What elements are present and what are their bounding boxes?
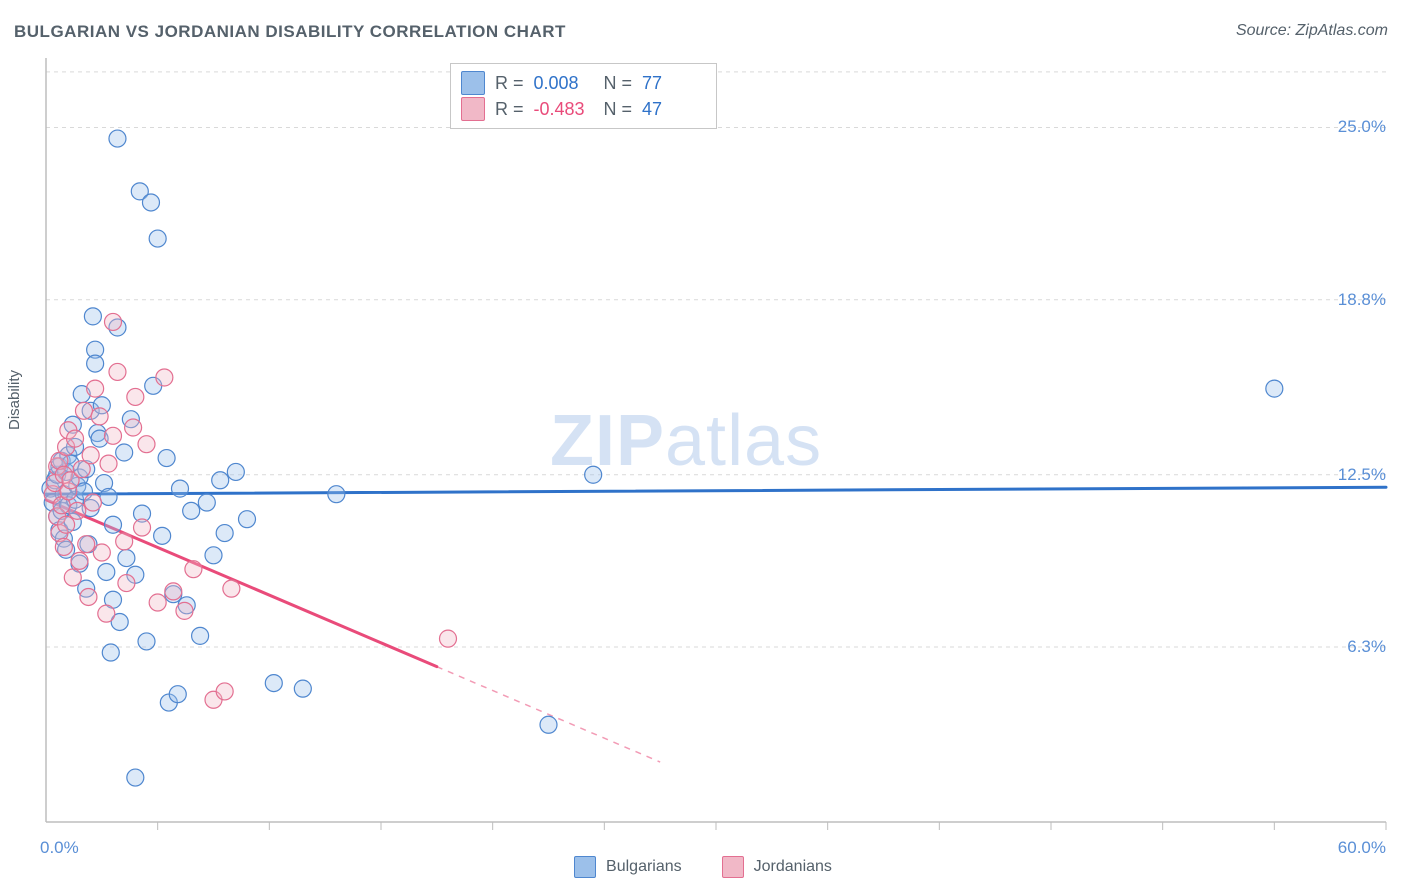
stats-row: R = -0.483 N = 47: [461, 96, 702, 122]
x-max-label: 60.0%: [1338, 838, 1386, 858]
y-tick-label: 18.8%: [1338, 290, 1386, 310]
legend-item: Jordanians: [722, 856, 832, 878]
stat-n-label: N =: [604, 96, 633, 122]
stat-n-label: N =: [604, 70, 633, 96]
legend: Bulgarians Jordanians: [0, 856, 1406, 878]
stat-n-value: 77: [642, 70, 702, 96]
scatter-chart: [0, 0, 1406, 892]
legend-swatch: [722, 856, 744, 878]
x-min-label: 0.0%: [40, 838, 79, 858]
y-tick-label: 12.5%: [1338, 465, 1386, 485]
stat-r-label: R =: [495, 70, 524, 96]
stats-swatch: [461, 97, 485, 121]
legend-swatch: [574, 856, 596, 878]
stat-n-value: 47: [642, 96, 702, 122]
stats-swatch: [461, 71, 485, 95]
legend-label: Jordanians: [754, 858, 832, 876]
stat-r-label: R =: [495, 96, 524, 122]
y-tick-label: 6.3%: [1347, 637, 1386, 657]
y-tick-label: 25.0%: [1338, 117, 1386, 137]
legend-item: Bulgarians: [574, 856, 682, 878]
stat-r-value: -0.483: [534, 96, 594, 122]
stat-r-value: 0.008: [534, 70, 594, 96]
correlation-stats-box: R = 0.008 N = 77 R = -0.483 N = 47: [450, 63, 717, 129]
legend-label: Bulgarians: [606, 858, 682, 876]
stats-row: R = 0.008 N = 77: [461, 70, 702, 96]
